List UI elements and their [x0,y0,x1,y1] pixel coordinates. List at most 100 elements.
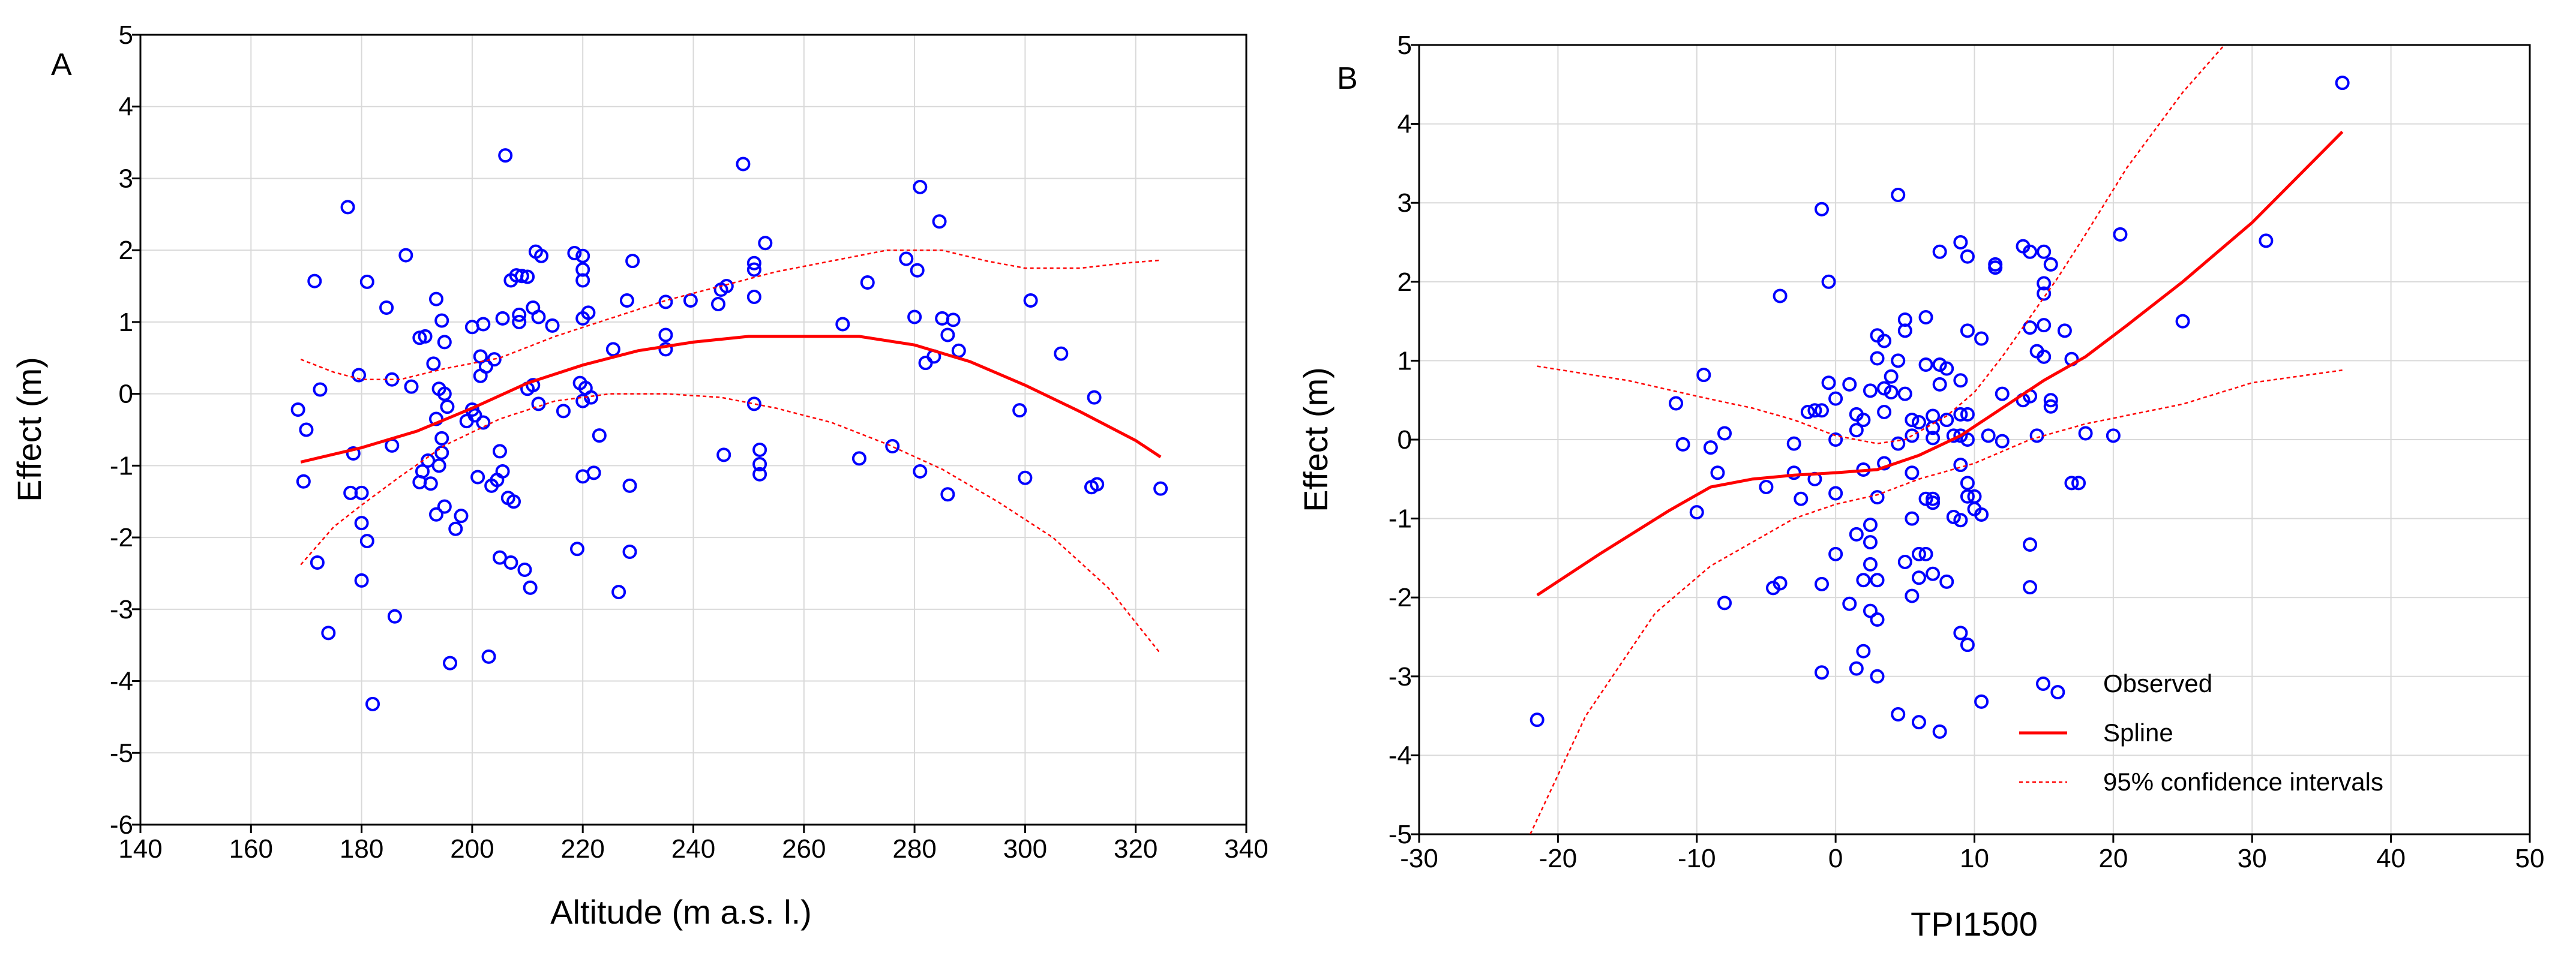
observed-point [481,649,496,664]
observed-point [758,236,773,251]
x-tick-label: 240 [671,834,715,864]
observed-point [1918,546,1933,561]
observed-point [531,309,546,324]
observed-point [512,307,527,322]
observed-point [454,509,469,524]
observed-point [423,476,438,491]
observed-point [1905,428,1920,443]
observed-point [658,327,673,342]
legend: Observed Spline 95% confidence intervals [2019,669,2383,796]
observed-point [851,451,866,466]
x-tick-label: 180 [340,834,383,864]
observed-point [2037,276,2052,291]
observed-point [658,342,673,357]
observed-point [752,467,767,482]
observed-point [1773,576,1788,591]
y-tick-label: -4 [110,667,133,696]
observed-point [1953,235,1968,249]
observed-point [1953,428,1968,443]
observed-point [1849,527,1864,542]
observed-point [1800,404,1815,419]
observed-point [1870,669,1885,684]
y-tick-label: 3 [119,164,133,193]
legend-label: Spline [2103,719,2173,747]
observed-point [1018,470,1033,485]
y-tick-label: 1 [1398,346,1412,375]
observed-point [2057,323,2072,338]
observed-point [746,290,761,305]
observed-point [1960,489,1975,504]
x-tick-label: 280 [892,834,936,864]
observed-point [1953,513,1968,528]
observed-point [1090,477,1105,492]
observed-point [1960,323,1975,338]
observed-point [1828,432,1843,447]
observed-point [2064,476,2079,491]
observed-point [1932,357,1947,372]
y-tick-label: 4 [1398,110,1412,139]
observed-point [1932,377,1947,392]
observed-point [1814,202,1829,217]
y-tick-label: 2 [119,236,133,265]
y-axis-title: Effect (m) [1297,367,1335,512]
observed-point [1669,396,1684,411]
y-tick-label: 0 [119,380,133,409]
observed-point [1794,491,1809,506]
y-tick-label: -2 [1389,583,1412,612]
x-tick-label: -20 [1539,844,1578,873]
observed-point [351,368,366,383]
observed-point [2043,393,2058,408]
observed-point [1877,333,1892,348]
y-tick-label: 5 [119,20,133,50]
observed-point [746,255,761,270]
observed-point [2023,580,2038,595]
observed-point [1856,413,1871,428]
observed-point [2023,320,2038,335]
observed-point [1786,465,1801,480]
observed-point [1717,596,1732,611]
legend-label: Observed [2103,669,2212,698]
observed-point [512,314,527,329]
observed-point [495,311,510,326]
observed-point [2078,426,2093,441]
observed-point [534,248,549,263]
observed-point [746,396,761,411]
observed-point [526,378,541,393]
x-tick-label: 220 [560,834,604,864]
observed-point [1974,331,1989,346]
observed-point [1960,432,1975,447]
observed-point [1153,481,1168,496]
observed-point [899,251,914,266]
observed-point [437,499,452,514]
observed-point [487,352,502,367]
observed-point [404,379,419,394]
confidence-interval-line [1529,369,2343,834]
observed-point [1911,715,1926,730]
observed-point [313,382,328,397]
observed-point [575,248,590,263]
observed-point [605,342,620,357]
observed-point [517,562,532,577]
observed-point [2037,349,2052,364]
observed-point [1877,404,1892,419]
x-axis-title: Altitude (m a.s. l.) [550,893,812,931]
x-tick-label: 300 [1003,834,1047,864]
observed-point [619,293,634,308]
observed-point [1828,546,1843,561]
observed-point [1828,486,1843,501]
observed-point [951,343,966,358]
observed-point [437,386,452,401]
observed-point [2037,244,2052,259]
observed-point [503,555,518,570]
observed-point [440,399,455,414]
y-tick-label: -3 [110,595,133,624]
observed-point [1884,385,1899,400]
observed-point [1974,507,1989,522]
observed-point [2023,244,2038,259]
observed-point [2043,257,2058,272]
observed-point [299,422,314,437]
observed-point [1012,403,1027,418]
observed-point [2037,318,2052,333]
observed-point [1960,638,1975,653]
observed-point [476,317,491,332]
